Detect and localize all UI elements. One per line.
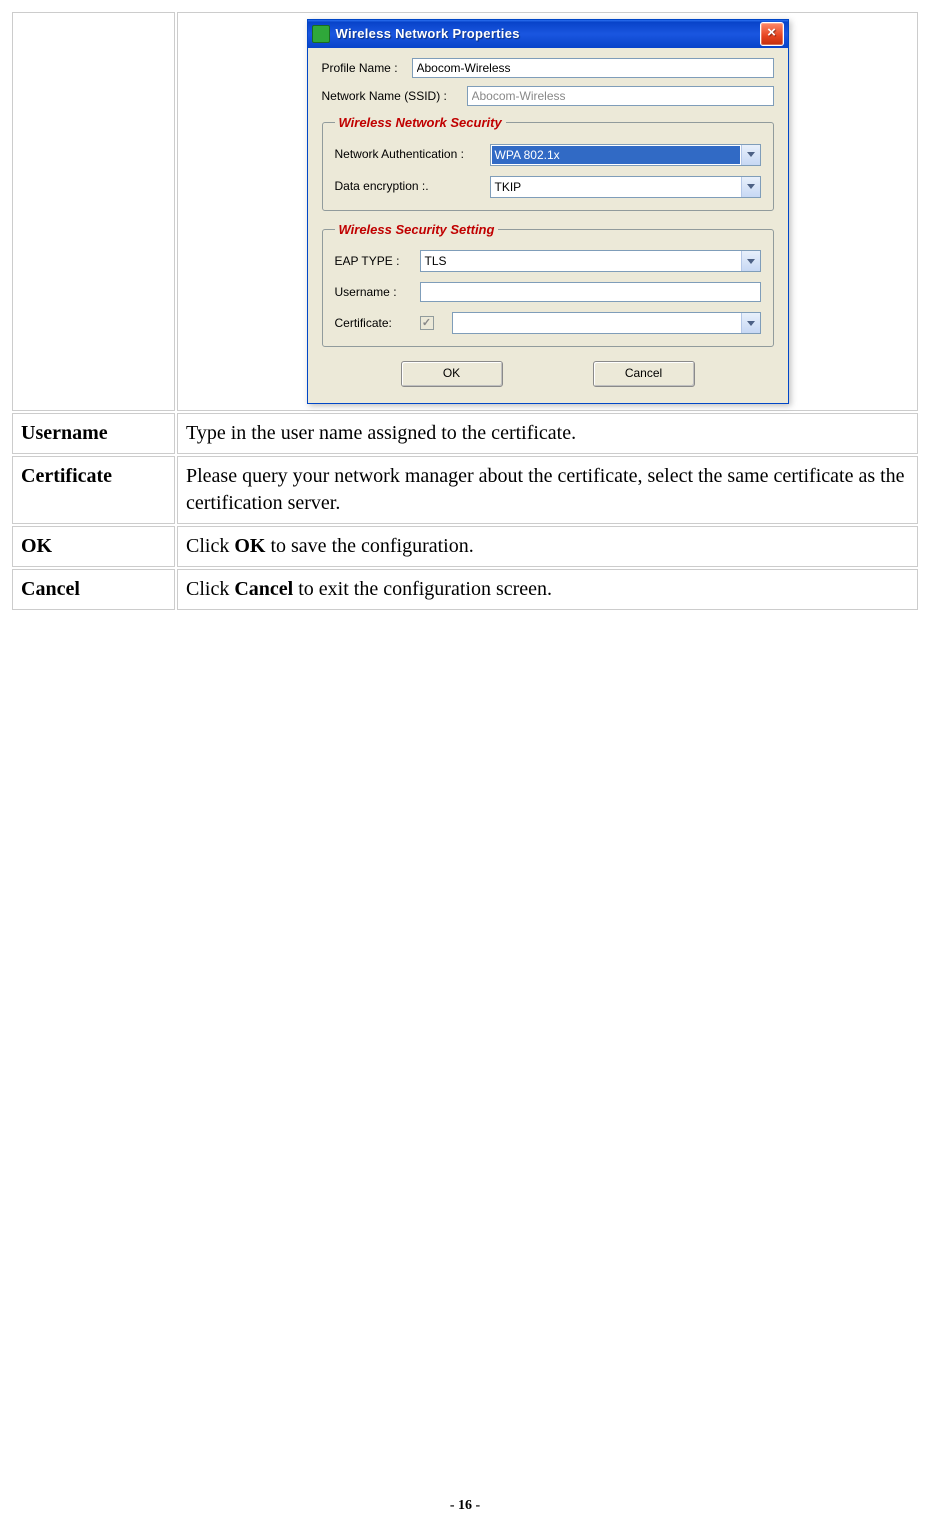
certificate-combo-text [453, 313, 741, 333]
encryption-combo-text: TKIP [491, 177, 741, 197]
encryption-row: Data encryption :. TKIP [335, 176, 761, 198]
encryption-label: Data encryption :. [335, 178, 490, 194]
dialog-body: Profile Name : Network Name (SSID) : Wir… [308, 48, 788, 403]
auth-row: Network Authentication : WPA 802.1x [335, 144, 761, 166]
eap-combo-text: TLS [421, 251, 741, 271]
username-row: Username : [335, 282, 761, 302]
ssid-label: Network Name (SSID) : [322, 88, 467, 104]
wireless-properties-dialog: Wireless Network Properties × Profile Na… [307, 19, 789, 404]
network-security-legend: Wireless Network Security [335, 114, 506, 132]
profile-name-input[interactable] [412, 58, 774, 78]
username-label: Username : [335, 284, 420, 300]
row-desc: Click OK to save the configuration. [177, 526, 918, 567]
ssid-input [467, 86, 774, 106]
titlebar: Wireless Network Properties × [308, 20, 788, 48]
row-desc: Please query your network manager about … [177, 456, 918, 524]
chevron-down-icon[interactable] [741, 145, 760, 165]
row-label: Cancel [12, 569, 175, 610]
chevron-down-icon[interactable] [741, 177, 760, 197]
encryption-combo[interactable]: TKIP [490, 176, 761, 198]
app-icon [312, 25, 330, 43]
table-row: Cancel Click Cancel to exit the configur… [12, 569, 918, 610]
ssid-row: Network Name (SSID) : [322, 86, 774, 106]
screenshot-label-cell [12, 12, 175, 411]
profile-name-row: Profile Name : [322, 58, 774, 78]
security-setting-legend: Wireless Security Setting [335, 221, 499, 239]
profile-name-label: Profile Name : [322, 60, 412, 76]
certificate-label: Certificate: [335, 315, 420, 331]
cancel-button[interactable]: Cancel [593, 361, 695, 387]
chevron-down-icon[interactable] [741, 251, 760, 271]
table-row: Certificate Please query your network ma… [12, 456, 918, 524]
row-label: OK [12, 526, 175, 567]
table-row: OK Click OK to save the configuration. [12, 526, 918, 567]
certificate-row: Certificate: [335, 312, 761, 334]
security-setting-group: Wireless Security Setting EAP TYPE : TLS… [322, 221, 774, 348]
chevron-down-icon[interactable] [741, 313, 760, 333]
auth-combo[interactable]: WPA 802.1x [490, 144, 761, 166]
username-input[interactable] [420, 282, 761, 302]
description-table: Wireless Network Properties × Profile Na… [10, 10, 920, 612]
page-number: - 16 - [0, 1498, 930, 1514]
certificate-combo[interactable] [452, 312, 761, 334]
certificate-checkbox[interactable] [420, 316, 434, 330]
ok-button[interactable]: OK [401, 361, 503, 387]
titlebar-text: Wireless Network Properties [336, 25, 760, 43]
close-icon[interactable]: × [760, 22, 784, 46]
row-label: Username [12, 413, 175, 454]
table-row: Username Type in the user name assigned … [12, 413, 918, 454]
screenshot-cell: Wireless Network Properties × Profile Na… [177, 12, 918, 411]
network-security-group: Wireless Network Security Network Authen… [322, 114, 774, 211]
row-desc: Type in the user name assigned to the ce… [177, 413, 918, 454]
eap-label: EAP TYPE : [335, 253, 420, 269]
row-desc: Click Cancel to exit the configuration s… [177, 569, 918, 610]
dialog-button-row: OK Cancel [322, 357, 774, 389]
eap-row: EAP TYPE : TLS [335, 250, 761, 272]
auth-label: Network Authentication : [335, 146, 490, 162]
eap-combo[interactable]: TLS [420, 250, 761, 272]
auth-combo-text: WPA 802.1x [492, 146, 740, 164]
row-label: Certificate [12, 456, 175, 524]
